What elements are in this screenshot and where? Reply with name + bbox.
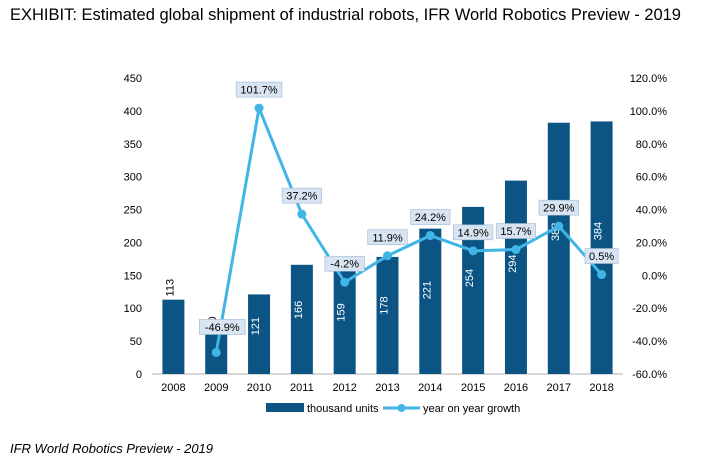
bar-value-label: 221	[421, 281, 433, 299]
legend-line-marker	[397, 404, 406, 412]
x-tick-label: 2011	[290, 382, 314, 394]
bar	[547, 122, 570, 375]
bars	[162, 121, 613, 375]
growth-label-box	[281, 187, 322, 204]
y-left-tick-label: 100	[124, 303, 142, 315]
growth-point	[468, 246, 478, 256]
bar-value-label: 113	[164, 279, 176, 297]
bar-value-label: 254	[464, 269, 476, 287]
growth-label: 15.7%	[500, 226, 531, 238]
growth-label-box	[495, 223, 537, 239]
growth-label-box	[584, 248, 619, 264]
y-left-tick-label: 50	[130, 336, 142, 348]
growth-label: -4.2%	[330, 259, 359, 271]
growth-point	[554, 221, 564, 231]
x-tick-label: 2014	[418, 382, 442, 394]
growth-label: 29.9%	[543, 203, 574, 215]
growth-point	[597, 270, 607, 280]
y-left-tick-label: 450	[124, 73, 142, 85]
growth-label-box	[235, 81, 283, 98]
bar	[504, 180, 527, 374]
bar-value-label: 159	[336, 303, 348, 321]
growth-label-box	[199, 319, 246, 335]
x-tick-label: 2015	[461, 382, 485, 394]
growth-label: 37.2%	[286, 191, 317, 203]
growth-label-box	[367, 229, 408, 246]
y-left-tick-label: 250	[124, 205, 142, 217]
growth-label: 101.7%	[240, 85, 278, 97]
bar	[590, 121, 613, 374]
bar	[248, 294, 271, 374]
growth-point	[383, 251, 392, 261]
x-tick-label: 2008	[161, 382, 185, 394]
growth-point	[425, 231, 435, 241]
y-right-tick-label: 20.0%	[636, 237, 667, 249]
axes: 0 50 100 150 200 250 300 350 400 450 -60.0% -40.0% -…	[124, 73, 668, 381]
x-tick-label: 2017	[547, 382, 571, 394]
legend-line-label: year on year growth	[423, 403, 520, 415]
growth-point	[511, 245, 521, 255]
x-tick-label: 2018	[589, 382, 613, 394]
growth-label: 0.5%	[589, 251, 614, 263]
x-tick-label: 2009	[204, 382, 228, 394]
growth-point	[340, 277, 350, 287]
bar-value-label: 294	[507, 254, 519, 272]
chart-title: EXHIBIT: Estimated global shipment of in…	[10, 6, 681, 24]
growth-labels: -46.9% 101.7% 37.2% -4.2% 11.9% 24.2% 14.9% 15.…	[199, 81, 619, 335]
legend-bar-label: thousand units	[307, 403, 379, 415]
growth-point	[254, 103, 264, 113]
bar-value-label: 121	[250, 317, 262, 335]
x-tick-labels: 2008 2009 2010 2011 2012 2013 2014 2015 2016 2017…	[161, 382, 614, 394]
bar	[290, 264, 313, 374]
growth-label: 11.9%	[372, 232, 403, 244]
growth-line	[211, 103, 607, 357]
bar-value-label: 178	[379, 296, 391, 314]
growth-label: 24.2%	[415, 212, 446, 224]
growth-label: 14.9%	[458, 227, 489, 239]
y-right-tick-label: 0.0%	[642, 270, 667, 282]
growth-label-box	[410, 209, 451, 225]
y-left-tick-label: 300	[124, 172, 142, 184]
y-left-tick-label: 150	[124, 270, 142, 282]
bar	[376, 256, 399, 374]
source-note: IFR World Robotics Preview - 2019	[10, 441, 214, 456]
bar	[162, 299, 185, 374]
y-left-tick-label: 0	[136, 369, 142, 381]
bar-value-label: 384	[593, 222, 605, 240]
chart: 0 50 100 150 200 250 300 350 400 450 -60.0% -40.0% -…	[124, 73, 668, 415]
growth-label-box	[324, 255, 365, 272]
x-tick-label: 2013	[375, 382, 399, 394]
y-right-tick-label: -20.0%	[632, 303, 667, 315]
y-right-tick-label: -60.0%	[632, 369, 667, 381]
growth-label: -46.9%	[205, 322, 240, 334]
x-tick-label: 2016	[504, 382, 528, 394]
legend-bar-swatch	[266, 403, 304, 412]
growth-point	[211, 347, 221, 357]
y-right-tick-label: -40.0%	[632, 336, 667, 348]
y-left-tick-label: 400	[124, 106, 142, 118]
growth-point	[297, 209, 307, 219]
y-left-tick-label: 350	[124, 139, 142, 151]
y-left-tick-label: 200	[124, 237, 142, 249]
legend: thousand units year on year growth	[266, 403, 520, 415]
y-right-tick-label: 40.0%	[636, 205, 667, 217]
y-right-tick-label: 120.0%	[630, 73, 668, 85]
y-right-tick-label: 80.0%	[636, 139, 667, 151]
bar	[419, 228, 442, 374]
growth-line-path	[214, 106, 603, 353]
x-tick-label: 2010	[247, 382, 271, 394]
growth-label-box	[538, 199, 579, 216]
y-right-tick-label: 60.0%	[636, 172, 667, 184]
growth-label-box	[453, 224, 494, 241]
bar	[333, 269, 356, 374]
y-right-tick-label: 100.0%	[630, 106, 668, 118]
x-tick-label: 2012	[332, 382, 356, 394]
bar-value-label: 166	[293, 301, 305, 319]
